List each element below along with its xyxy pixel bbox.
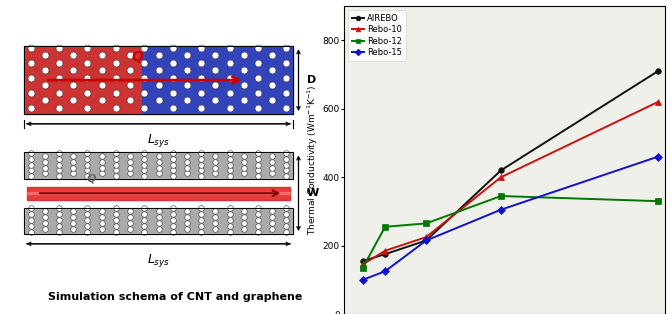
Bar bbox=[24, 46, 294, 114]
Rebo-15 bbox=[654, 155, 662, 159]
Bar bbox=[27, 187, 290, 200]
Text: $L_{sys}$: $L_{sys}$ bbox=[147, 252, 170, 269]
Rebo-15 bbox=[497, 208, 505, 212]
Bar bbox=[159, 208, 294, 234]
Bar bbox=[24, 152, 159, 179]
Rebo-10 bbox=[381, 249, 389, 253]
AIREBO bbox=[654, 69, 662, 73]
Legend: AIREBO, Rebo-10, Rebo-12, Rebo-15: AIREBO, Rebo-10, Rebo-12, Rebo-15 bbox=[348, 10, 406, 61]
Rebo-12 bbox=[497, 194, 505, 198]
Bar bbox=[24, 46, 142, 114]
Text: Simulation schema of CNT and graphene: Simulation schema of CNT and graphene bbox=[48, 292, 302, 302]
Rebo-15 bbox=[422, 239, 430, 242]
Rebo-12 bbox=[422, 221, 430, 225]
Bar bbox=[24, 208, 159, 234]
Line: AIREBO: AIREBO bbox=[360, 68, 661, 264]
AIREBO bbox=[381, 252, 389, 256]
AIREBO bbox=[422, 239, 430, 242]
Text: $L_{sys}$: $L_{sys}$ bbox=[147, 133, 170, 149]
Bar bbox=[27, 192, 290, 194]
Line: Rebo-12: Rebo-12 bbox=[360, 193, 661, 271]
Rebo-12 bbox=[381, 225, 389, 229]
Text: Q: Q bbox=[131, 50, 142, 64]
Bar bbox=[24, 152, 294, 179]
Rebo-10 bbox=[359, 263, 367, 266]
Line: Rebo-15: Rebo-15 bbox=[360, 154, 661, 283]
Rebo-12 bbox=[359, 266, 367, 270]
AIREBO bbox=[359, 259, 367, 263]
Text: D: D bbox=[307, 75, 317, 85]
Line: Rebo-10: Rebo-10 bbox=[360, 99, 661, 267]
Bar bbox=[142, 46, 294, 114]
Rebo-15 bbox=[359, 278, 367, 282]
Y-axis label: Thermal Conductivity (Wm$^{-1}$K$^{-1}$): Thermal Conductivity (Wm$^{-1}$K$^{-1}$) bbox=[306, 85, 320, 236]
Bar bbox=[159, 152, 294, 179]
Rebo-15 bbox=[381, 269, 389, 273]
Text: Q: Q bbox=[86, 173, 96, 183]
AIREBO bbox=[497, 169, 505, 172]
Bar bbox=[24, 208, 294, 234]
Rebo-10 bbox=[654, 100, 662, 104]
Text: W: W bbox=[307, 188, 319, 198]
Rebo-10 bbox=[497, 175, 505, 179]
Rebo-10 bbox=[422, 235, 430, 239]
Rebo-12 bbox=[654, 199, 662, 203]
